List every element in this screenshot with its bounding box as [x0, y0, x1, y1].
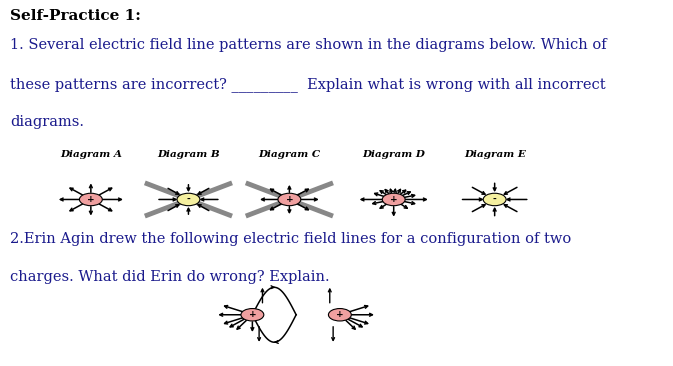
Text: Self-Practice 1:: Self-Practice 1:: [10, 9, 141, 23]
Text: +: +: [87, 195, 95, 204]
Text: +: +: [336, 310, 344, 319]
Text: +: +: [248, 310, 256, 319]
Text: Diagram A: Diagram A: [60, 150, 122, 159]
Text: +: +: [390, 195, 398, 204]
Text: charges. What did Erin do wrong? Explain.: charges. What did Erin do wrong? Explain…: [10, 270, 330, 284]
Text: Diagram B: Diagram B: [157, 150, 220, 159]
Text: 2.Erin Agin drew the following electric field lines for a configuration of two: 2.Erin Agin drew the following electric …: [10, 232, 571, 246]
Text: -: -: [186, 195, 190, 204]
Circle shape: [278, 193, 301, 206]
Circle shape: [483, 193, 506, 206]
Text: +: +: [285, 195, 293, 204]
Circle shape: [79, 193, 102, 206]
Circle shape: [241, 309, 264, 321]
Text: diagrams.: diagrams.: [10, 115, 84, 129]
Text: Diagram D: Diagram D: [362, 150, 425, 159]
Circle shape: [328, 309, 351, 321]
Text: Diagram E: Diagram E: [464, 150, 526, 159]
Circle shape: [177, 193, 200, 206]
Text: -: -: [493, 195, 497, 204]
Text: these patterns are incorrect? _________  Explain what is wrong with all incorrec: these patterns are incorrect? _________ …: [10, 77, 606, 92]
Text: Diagram C: Diagram C: [258, 150, 320, 159]
Text: 1. Several electric field line patterns are shown in the diagrams below. Which o: 1. Several electric field line patterns …: [10, 38, 607, 52]
Circle shape: [382, 193, 405, 206]
